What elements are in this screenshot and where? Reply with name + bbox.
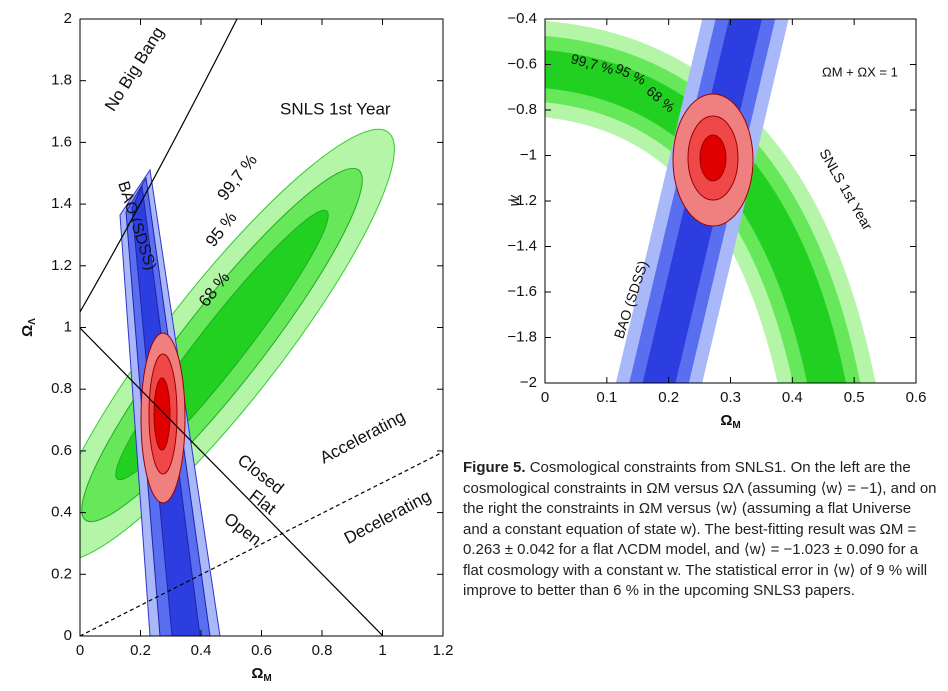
y-tick-label: 0.6 <box>51 442 72 459</box>
x-axis-label: ΩM <box>251 665 271 684</box>
y-axis-symbol: w <box>506 194 523 206</box>
x-tick-label: 0.8 <box>312 642 333 659</box>
x-tick-label: 0 <box>541 389 549 406</box>
x-axis-sub: M <box>732 420 740 431</box>
x-tick-label: 0.2 <box>658 389 679 406</box>
x-tick-label: 0.2 <box>130 642 151 659</box>
y-tick-label: 0 <box>64 627 72 644</box>
y-tick-label: 0.4 <box>51 504 72 521</box>
y-tick-label: −2 <box>520 374 537 391</box>
y-tick-label: 1.4 <box>51 195 72 212</box>
left-contours <box>80 19 443 636</box>
annotation: SNLS 1st Year <box>816 146 876 233</box>
y-tick-label: −1.8 <box>507 328 537 345</box>
y-tick-label: −0.8 <box>507 101 537 118</box>
y-tick-label: −0.4 <box>507 10 537 27</box>
x-tick-label: 0 <box>76 642 84 659</box>
y-tick-label: −1.4 <box>507 237 537 254</box>
caption-label: Figure 5. <box>463 459 526 476</box>
x-tick-label: 0.4 <box>782 389 803 406</box>
y-axis-sub: Λ <box>27 318 38 325</box>
y-tick-label: 1.6 <box>51 133 72 150</box>
x-axis-symbol: Ω <box>251 665 263 682</box>
y-axis-symbol: Ω <box>19 325 36 337</box>
y-tick-label: −1 <box>520 146 537 163</box>
right-contours <box>545 19 876 383</box>
y-tick-label: 1 <box>64 318 72 335</box>
y-tick-label: 1.2 <box>51 257 72 274</box>
caption: Figure 5. Cosmological constraints from … <box>463 458 938 602</box>
x-tick-label: 1 <box>378 642 386 659</box>
caption-text: Cosmological constraints from SNLS1. On … <box>463 459 937 599</box>
annotation: No Big Bang <box>101 23 168 114</box>
y-axis-label: ΩΛ <box>19 318 38 337</box>
x-tick-label: 0.6 <box>251 642 272 659</box>
x-axis-symbol: Ω <box>720 412 732 429</box>
x-tick-label: 0.3 <box>720 389 741 406</box>
y-tick-label: −0.6 <box>507 55 537 72</box>
annotation: Decelerating <box>341 486 434 548</box>
x-tick-label: 0.1 <box>596 389 617 406</box>
x-tick-label: 1.2 <box>433 642 454 659</box>
x-tick-label: 0.4 <box>191 642 212 659</box>
x-tick-label: 0.5 <box>844 389 865 406</box>
y-tick-label: −1.6 <box>507 283 537 300</box>
x-tick-label: 0.6 <box>906 389 927 406</box>
y-tick-label: 2 <box>64 10 72 27</box>
annotation: 99,7 % <box>213 151 261 204</box>
x-axis-label: ΩM <box>720 412 740 431</box>
y-tick-label: 0.8 <box>51 380 72 397</box>
y-tick-label: 0.2 <box>51 565 72 582</box>
annotation: SNLS 1st Year <box>280 99 391 118</box>
x-axis-sub: M <box>263 673 271 684</box>
annotation: ΩM + ΩX = 1 <box>822 64 898 79</box>
y-axis-label: w <box>506 194 523 206</box>
annotation: Open <box>220 509 264 550</box>
y-tick-label: 1.8 <box>51 72 72 89</box>
y-tick-label: −1.2 <box>507 192 537 209</box>
annotation: Accelerating <box>317 407 409 468</box>
